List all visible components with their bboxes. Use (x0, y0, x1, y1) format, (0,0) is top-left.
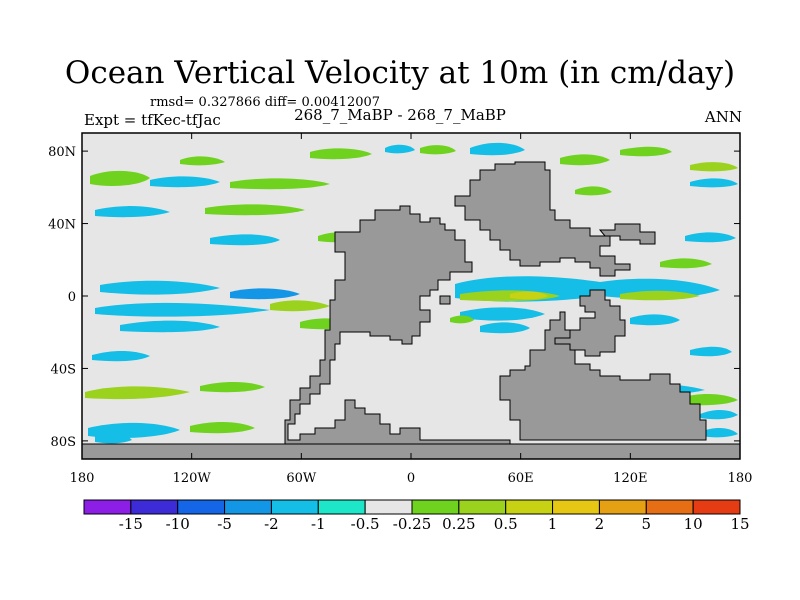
map-area (81, 132, 741, 460)
colorbar-box (364, 499, 413, 515)
lat-label: 80N (48, 145, 76, 160)
colorbar-box (411, 499, 460, 515)
colorbar-box (83, 499, 132, 515)
patch-negative (210, 234, 280, 246)
patch-positive (620, 290, 700, 301)
patch-positive (680, 394, 738, 406)
colorbar-label: -15 (119, 515, 143, 533)
patch-negative (95, 302, 270, 317)
patch-positive (510, 291, 548, 300)
lon-label: 60E (508, 471, 534, 486)
patch-positive (205, 204, 305, 216)
colorbar-box (270, 499, 319, 515)
land-maritime-continent (554, 289, 626, 357)
land-northeast-asia (598, 223, 656, 245)
lat-label: 40N (48, 218, 76, 233)
lon-label: 0 (407, 471, 415, 486)
land-eurasia (454, 161, 631, 277)
case-label: 268_7_MaBP - 268_7_MaBP (294, 106, 506, 124)
patch-positive (85, 386, 190, 400)
colorbar-label: -1 (311, 515, 326, 533)
patch-negative (480, 322, 530, 334)
stats-label: rmsd= 0.327866 diff= 0.00412007 (150, 95, 381, 110)
patch-negative (470, 142, 525, 156)
patch-negative (630, 314, 680, 326)
lon-label: 120W (173, 471, 212, 486)
colorbar-label: -0.25 (393, 515, 431, 533)
colorbar-label: 0.5 (494, 515, 518, 533)
colorbar-label: 2 (595, 515, 605, 533)
colorbar-box (645, 499, 694, 515)
patch-negative (685, 232, 736, 243)
lon-label: 60W (286, 471, 317, 486)
patch-positive (200, 381, 265, 393)
colorbar-box (458, 499, 507, 515)
latitude-labels: 80N 40N 0 40S 80S (48, 145, 76, 450)
patch-positive (420, 145, 456, 155)
colorbar-box (598, 499, 647, 515)
land-americas (284, 205, 511, 445)
colorbar-box (130, 499, 179, 515)
colorbar-box (177, 499, 226, 515)
patch-negative (385, 144, 415, 154)
patch-positive (690, 162, 738, 172)
colorbar-label: 0.25 (442, 515, 475, 533)
axis-ticks (81, 133, 741, 459)
colorbar-labels: -15 -10 -5 -2 -1 -0.5 -0.25 0.25 0.5 1 2 5 10 15 (119, 515, 750, 533)
patch-negative (100, 280, 220, 295)
patch-positive (620, 146, 672, 157)
patch-negative (690, 346, 732, 357)
lon-label: 180 (70, 471, 95, 486)
patch-positive (575, 186, 612, 196)
patch-positive (180, 156, 225, 166)
colorbar-label: 1 (548, 515, 558, 533)
colorbar-box (317, 499, 366, 515)
lon-label: 120E (613, 471, 647, 486)
patch-positive (660, 258, 712, 269)
patch-negative (690, 178, 738, 188)
colorbar-label: -0.5 (351, 515, 380, 533)
colorbar-box (224, 499, 272, 515)
colorbar-label: -10 (166, 515, 190, 533)
patch-negative (700, 409, 738, 420)
patch-positive (310, 148, 372, 160)
longitude-labels: 180 120W 60W 0 60E 120E 180 (70, 471, 753, 486)
colorbar-box (692, 499, 741, 515)
experiment-label: Expt = tfKec-tfJac (84, 111, 221, 129)
patch-positive (90, 170, 150, 186)
lat-label: 80S (51, 435, 76, 450)
patch-negative (95, 206, 170, 218)
land-africa-south (499, 311, 707, 441)
colorbar-label: 5 (642, 515, 652, 533)
patch-positive (560, 154, 610, 166)
patch-negative (700, 428, 738, 438)
patch-negative (95, 433, 132, 444)
patch-positive (190, 422, 255, 434)
velocity-patches (85, 142, 738, 444)
patch-negative (120, 320, 220, 333)
land-island (439, 295, 451, 305)
patch-negative (460, 307, 545, 321)
patch-negative (150, 176, 220, 188)
patch-positive (450, 315, 474, 324)
patch-negative (230, 288, 300, 300)
season-label: ANN (704, 108, 742, 126)
patch-positive (230, 178, 330, 190)
lat-label: 40S (51, 362, 76, 377)
colorbar-label: 10 (684, 515, 703, 533)
colorbar-label: 15 (730, 515, 749, 533)
colorbar-box (552, 499, 600, 515)
colorbar (83, 499, 741, 515)
colorbar-box (505, 499, 554, 515)
patch-positive (270, 300, 330, 312)
lat-label: 0 (68, 290, 76, 305)
colorbar-label: -5 (217, 515, 232, 533)
colorbar-label: -2 (264, 515, 279, 533)
plot-title: Ocean Vertical Velocity at 10m (in cm/da… (64, 55, 736, 91)
patch-negative (92, 350, 150, 362)
lon-label: 180 (728, 471, 753, 486)
